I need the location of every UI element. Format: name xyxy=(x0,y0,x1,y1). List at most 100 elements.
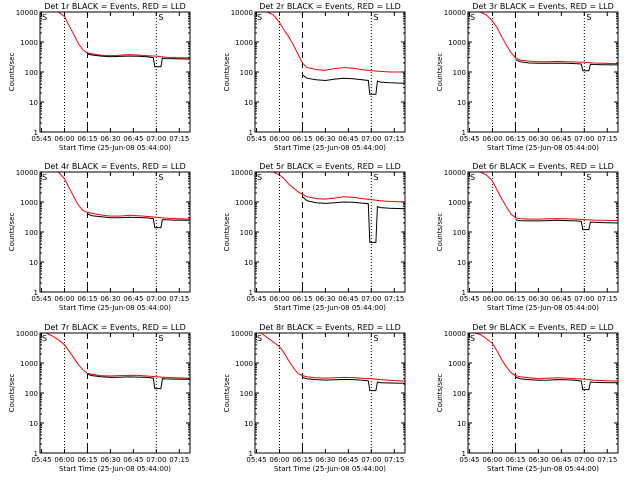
y-tick-label: 1000 xyxy=(20,199,38,207)
plot-frame xyxy=(39,332,191,454)
x-axis-label: Start Time (25-Jun-08 05:44:00) xyxy=(487,304,599,312)
y-tick-label: 10 xyxy=(29,259,38,267)
x-tick-label: 06:45 xyxy=(551,456,571,464)
events-series-line xyxy=(87,53,191,68)
panel-title: Det 9r BLACK = Events, RED = LLD xyxy=(472,323,614,332)
panel-title: Det 3r BLACK = Events, RED = LLD xyxy=(472,2,614,11)
lld-series-line xyxy=(468,11,619,65)
y-tick-label: 100 xyxy=(453,390,466,398)
events-series-line xyxy=(302,196,406,243)
x-tick-label: 06:30 xyxy=(315,135,335,143)
y-tick-label: 1000 xyxy=(235,199,253,207)
y-tick-label: 1 xyxy=(462,289,466,297)
x-tick-label: 06:45 xyxy=(123,295,143,303)
y-tick-label: 1000 xyxy=(448,39,466,47)
events-series-line xyxy=(87,373,191,390)
x-tick-label: 06:15 xyxy=(505,295,525,303)
y-tick-label: 100 xyxy=(240,390,253,398)
detector-panel-5: Det 5r BLACK = Events, RED = LLD 1 10 100 10… xyxy=(223,162,406,312)
corner-mark-s: S xyxy=(586,334,591,343)
detector-panel-4: Det 4r BLACK = Events, RED = LLD 1 10 100 10… xyxy=(8,162,191,312)
y-tick-label: 10000 xyxy=(16,330,38,338)
y-tick-label: 1 xyxy=(34,289,38,297)
y-tick-label: 10000 xyxy=(16,169,38,177)
x-tick-label: 06:45 xyxy=(551,135,571,143)
x-tick-label: 07:00 xyxy=(574,135,594,143)
corner-mark-s: S xyxy=(42,173,47,182)
y-tick-label: 1 xyxy=(34,129,38,137)
x-tick-label: 06:00 xyxy=(269,295,289,303)
x-axis-label: Start Time (25-Jun-08 05:44:00) xyxy=(274,465,386,473)
x-tick-label: 07:15 xyxy=(384,135,404,143)
x-tick-label: 07:00 xyxy=(574,456,594,464)
lld-series-line xyxy=(468,171,619,222)
x-axis-label: Start Time (25-Jun-08 05:44:00) xyxy=(487,144,599,152)
events-series-line xyxy=(515,219,619,231)
y-tick-label: 100 xyxy=(240,69,253,77)
x-tick-label: 06:30 xyxy=(100,135,120,143)
x-tick-label: 07:00 xyxy=(361,295,381,303)
plot-frame xyxy=(467,11,619,133)
lld-series-line xyxy=(255,11,405,73)
corner-mark-s: S xyxy=(42,334,47,343)
x-tick-label: 06:45 xyxy=(338,135,358,143)
y-tick-label: 1 xyxy=(462,129,466,137)
y-tick-label: 1000 xyxy=(448,199,466,207)
y-tick-label: 1000 xyxy=(235,360,253,368)
y-tick-label: 100 xyxy=(25,390,38,398)
y-tick-label: 10 xyxy=(244,259,253,267)
x-tick-label: 07:00 xyxy=(146,295,166,303)
y-tick-label: 10 xyxy=(457,420,466,428)
lld-series-line xyxy=(255,332,406,382)
detector-panel-7: Det 7r BLACK = Events, RED = LLD 1 10 100 10… xyxy=(8,323,191,473)
lld-series-line xyxy=(40,332,191,379)
plot-frame xyxy=(467,332,619,454)
x-tick-label: 07:15 xyxy=(597,295,617,303)
x-tick-label: 06:15 xyxy=(77,135,97,143)
y-tick-label: 10000 xyxy=(231,169,253,177)
x-tick-label: 06:45 xyxy=(551,295,571,303)
corner-mark-s: S xyxy=(470,334,475,343)
corner-mark-s: S xyxy=(470,173,475,182)
x-tick-label: 06:30 xyxy=(100,295,120,303)
plot-frame xyxy=(39,171,191,293)
y-tick-label: 10 xyxy=(244,99,253,107)
y-axis-label: Counts/sec xyxy=(223,374,231,413)
y-tick-label: 1 xyxy=(34,450,38,458)
lld-series-line xyxy=(255,171,406,203)
x-tick-label: 06:15 xyxy=(77,456,97,464)
x-tick-label: 05:45 xyxy=(246,135,266,143)
x-tick-label: 06:30 xyxy=(528,135,548,143)
x-tick-label: 05:45 xyxy=(31,456,51,464)
x-tick-label: 06:30 xyxy=(315,456,335,464)
x-tick-label: 07:00 xyxy=(146,135,166,143)
plot-frame xyxy=(254,171,406,293)
events-series-line xyxy=(302,74,406,95)
x-tick-label: 06:45 xyxy=(338,456,358,464)
y-tick-label: 10 xyxy=(244,420,253,428)
y-tick-label: 10000 xyxy=(444,9,466,17)
x-tick-label: 07:15 xyxy=(384,456,404,464)
x-tick-label: 06:15 xyxy=(292,456,312,464)
y-tick-label: 10000 xyxy=(231,330,253,338)
x-tick-label: 06:30 xyxy=(528,295,548,303)
detector-panel-9: Det 9r BLACK = Events, RED = LLD 1 10 100 10… xyxy=(436,323,619,473)
y-axis-label: Counts/sec xyxy=(436,213,444,252)
x-tick-label: 06:45 xyxy=(123,135,143,143)
panel-title: Det 8r BLACK = Events, RED = LLD xyxy=(259,323,401,332)
y-axis-label: Counts/sec xyxy=(223,53,231,92)
x-tick-label: 06:15 xyxy=(505,456,525,464)
x-tick-label: 06:30 xyxy=(100,456,120,464)
detector-panel-1: Det 1r BLACK = Events, RED = LLD 1 10 100 10… xyxy=(8,2,191,152)
y-tick-label: 100 xyxy=(240,229,253,237)
x-tick-label: 06:15 xyxy=(505,135,525,143)
detector-panel-8: Det 8r BLACK = Events, RED = LLD 1 10 100 10… xyxy=(223,323,406,473)
y-axis-label: Counts/sec xyxy=(8,53,16,92)
y-tick-label: 100 xyxy=(453,69,466,77)
events-series-line xyxy=(515,376,619,391)
y-tick-label: 100 xyxy=(453,229,466,237)
y-tick-label: 10 xyxy=(457,99,466,107)
y-tick-label: 100 xyxy=(25,69,38,77)
x-tick-label: 07:15 xyxy=(384,295,404,303)
